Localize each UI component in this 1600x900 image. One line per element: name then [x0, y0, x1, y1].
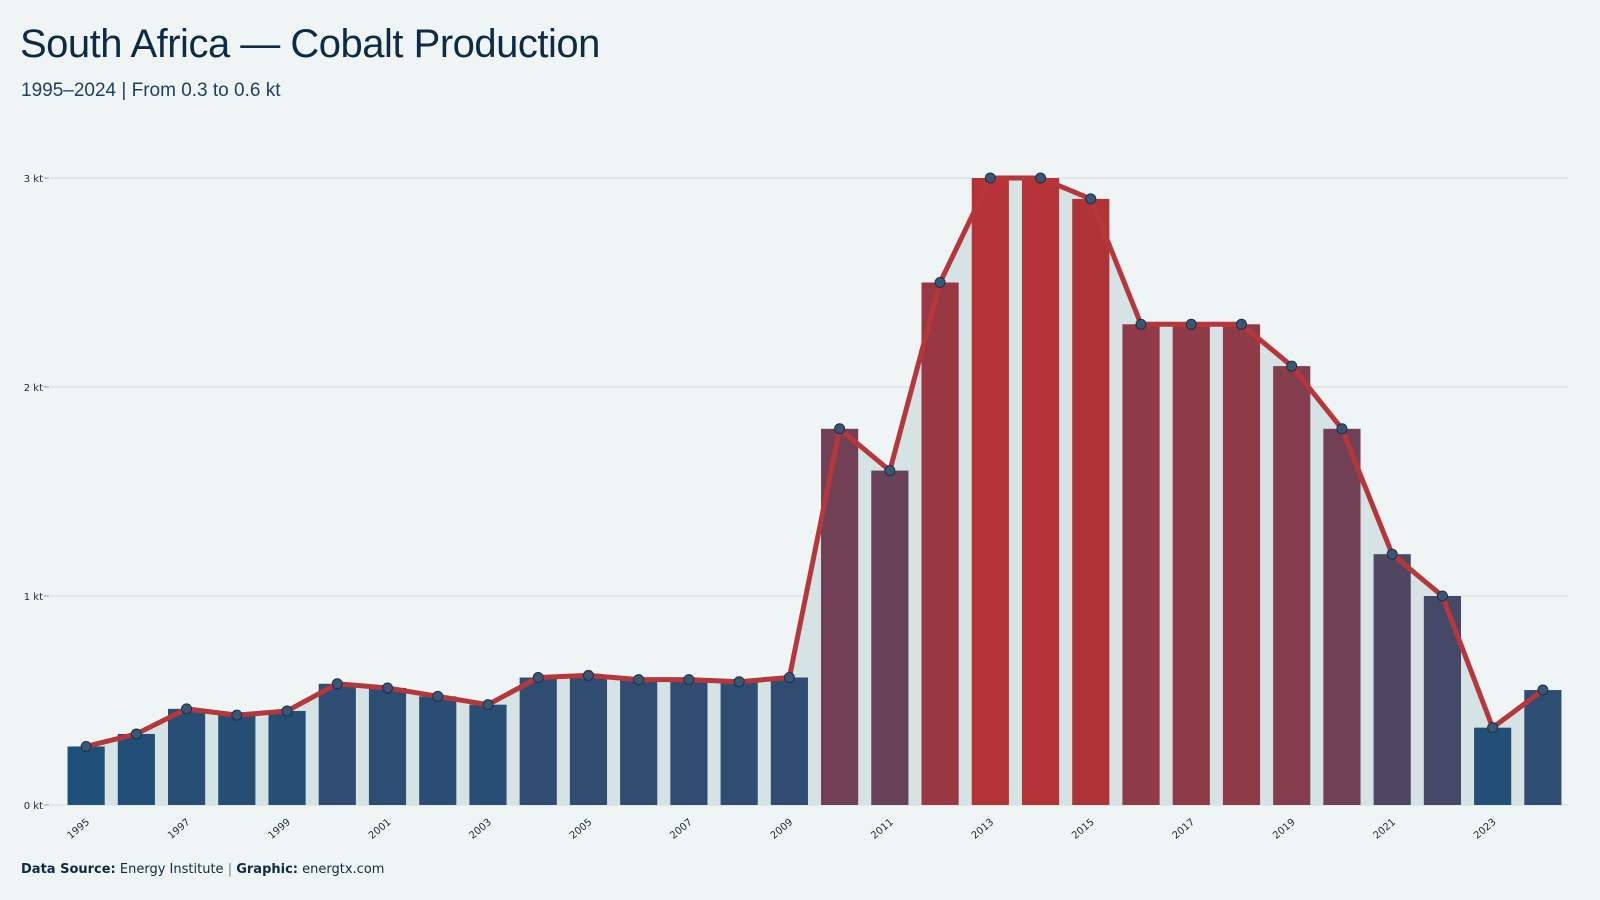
bar-2008 — [720, 681, 758, 805]
graphic-label: Graphic: — [236, 862, 298, 877]
bar-2012 — [921, 282, 959, 805]
marker-2020 — [1336, 423, 1348, 435]
bar-2003 — [469, 704, 507, 805]
marker-1998 — [231, 709, 243, 721]
bar-2006 — [620, 679, 658, 805]
bar-2014 — [1021, 178, 1060, 805]
marker-2000 — [331, 678, 343, 690]
x-tick-label: 2003 — [467, 817, 494, 842]
y-tick-label: 3 kt — [24, 174, 43, 185]
bar-2019 — [1273, 366, 1311, 805]
markers — [80, 172, 1549, 752]
footer: Data Source: Energy Institute | Graphic:… — [21, 862, 384, 877]
marker-1995 — [80, 740, 92, 752]
bar-2004 — [519, 677, 557, 805]
trend-line-layer — [83, 175, 1546, 749]
marker-2015 — [1085, 193, 1097, 205]
bar-2017 — [1172, 324, 1210, 805]
marker-2007 — [683, 674, 695, 686]
x-tick-label: 2001 — [367, 817, 394, 842]
x-tick-label: 2011 — [869, 817, 896, 842]
bar-2023 — [1474, 727, 1512, 805]
marker-2023 — [1487, 722, 1499, 734]
bar-2011 — [871, 470, 909, 805]
marker-2009 — [783, 672, 795, 684]
marker-2011 — [884, 465, 896, 477]
marker-1996 — [130, 728, 142, 740]
x-tick-label: 2009 — [769, 817, 796, 842]
bar-1996 — [117, 733, 155, 805]
marker-2022 — [1436, 590, 1448, 602]
y-tick-label: 0 kt — [24, 801, 43, 812]
bar-2002 — [419, 696, 457, 805]
source-value: Energy Institute — [119, 862, 224, 877]
bar-2015 — [1072, 198, 1110, 805]
marker-2004 — [532, 672, 544, 684]
bar-1997 — [167, 708, 206, 805]
footer-separator: | — [227, 862, 233, 877]
bar-2000 — [318, 683, 356, 805]
marker-2006 — [633, 674, 645, 686]
bar-2013 — [971, 178, 1009, 805]
x-tick-label: 2017 — [1171, 817, 1198, 842]
bar-2007 — [670, 679, 708, 805]
marker-2017 — [1185, 318, 1197, 330]
graphic-value: energtx.com — [302, 862, 385, 877]
y-axis-ticks: 0 kt 1 kt 2 kt 3 kt — [24, 174, 49, 812]
marker-1999 — [281, 705, 293, 717]
bar-2001 — [368, 687, 407, 805]
x-tick-label: 2023 — [1472, 817, 1499, 842]
x-tick-label: 1999 — [266, 817, 293, 842]
bar-2016 — [1122, 324, 1160, 805]
marker-2014 — [1035, 172, 1047, 184]
bar-1995 — [67, 746, 105, 805]
trend-line — [83, 175, 1546, 749]
x-tick-label: 2015 — [1070, 817, 1097, 842]
marker-2024 — [1537, 684, 1549, 696]
x-tick-label: 1997 — [166, 817, 193, 842]
marker-2002 — [432, 690, 444, 702]
x-tick-label: 2021 — [1372, 817, 1399, 842]
bar-2021 — [1373, 554, 1411, 805]
y-tick-label: 1 kt — [24, 592, 43, 603]
x-tick-label: 2013 — [970, 817, 997, 842]
marker-1997 — [181, 703, 193, 715]
x-tick-label: 2007 — [668, 817, 695, 842]
bar-1998 — [218, 715, 256, 805]
chart-subtitle: 1995–2024 | From 0.3 to 0.6 kt — [21, 80, 281, 101]
bar-2024 — [1524, 690, 1562, 805]
bar-1999 — [268, 710, 306, 805]
marker-2016 — [1135, 318, 1147, 330]
marker-2001 — [382, 682, 394, 694]
x-tick-label: 2019 — [1271, 817, 1298, 842]
marker-2005 — [582, 669, 594, 681]
chart-title: South Africa — Cobalt Production — [20, 22, 600, 66]
bar-2009 — [770, 677, 808, 805]
source-label: Data Source: — [21, 862, 116, 877]
marker-2013 — [984, 172, 996, 184]
marker-2010 — [834, 423, 846, 435]
marker-2018 — [1235, 318, 1247, 330]
marker-2008 — [733, 676, 745, 688]
bar-2005 — [569, 675, 608, 805]
bar-2020 — [1323, 428, 1361, 805]
bar-2018 — [1222, 324, 1261, 805]
marker-2021 — [1386, 548, 1398, 560]
marker-2019 — [1286, 360, 1298, 372]
marker-2012 — [934, 277, 946, 288]
x-axis-ticks: 1995 1997 1999 2001 2003 2005 2007 2009 2011 2013… — [65, 817, 1498, 842]
y-tick-label: 2 kt — [24, 383, 43, 394]
bars — [67, 178, 1562, 805]
marker-2003 — [482, 699, 494, 711]
x-tick-label: 1995 — [65, 817, 92, 842]
x-tick-label: 2005 — [568, 817, 595, 842]
